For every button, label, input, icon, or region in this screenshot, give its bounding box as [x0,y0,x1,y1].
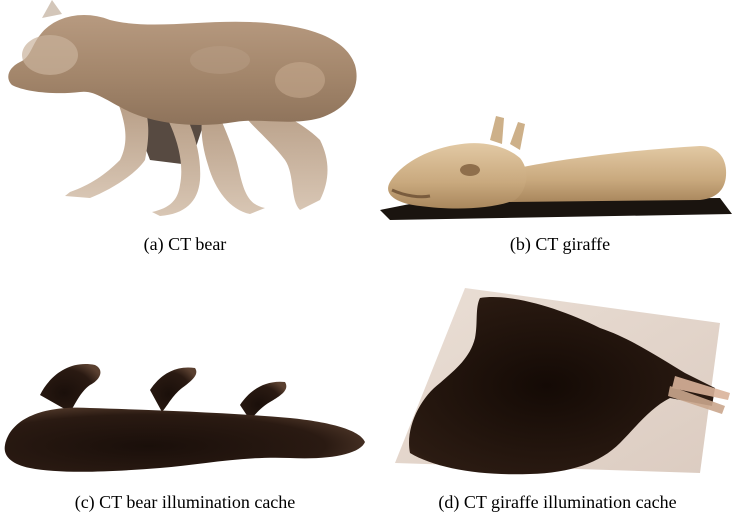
caption-c: (c) CT bear illumination cache [74,492,296,512]
caption-a: (a) CT bear [143,234,227,254]
panel-d-giraffe-illumination-cache-image [370,278,740,480]
panel-a-ct-bear-image [0,0,370,222]
panel-b-ct-giraffe-image [370,110,740,222]
caption-b: (b) CT giraffe [509,234,611,254]
panel-c-bear-illumination-cache-image [0,350,370,480]
caption-d: (d) CT giraffe illumination cache [438,492,677,512]
